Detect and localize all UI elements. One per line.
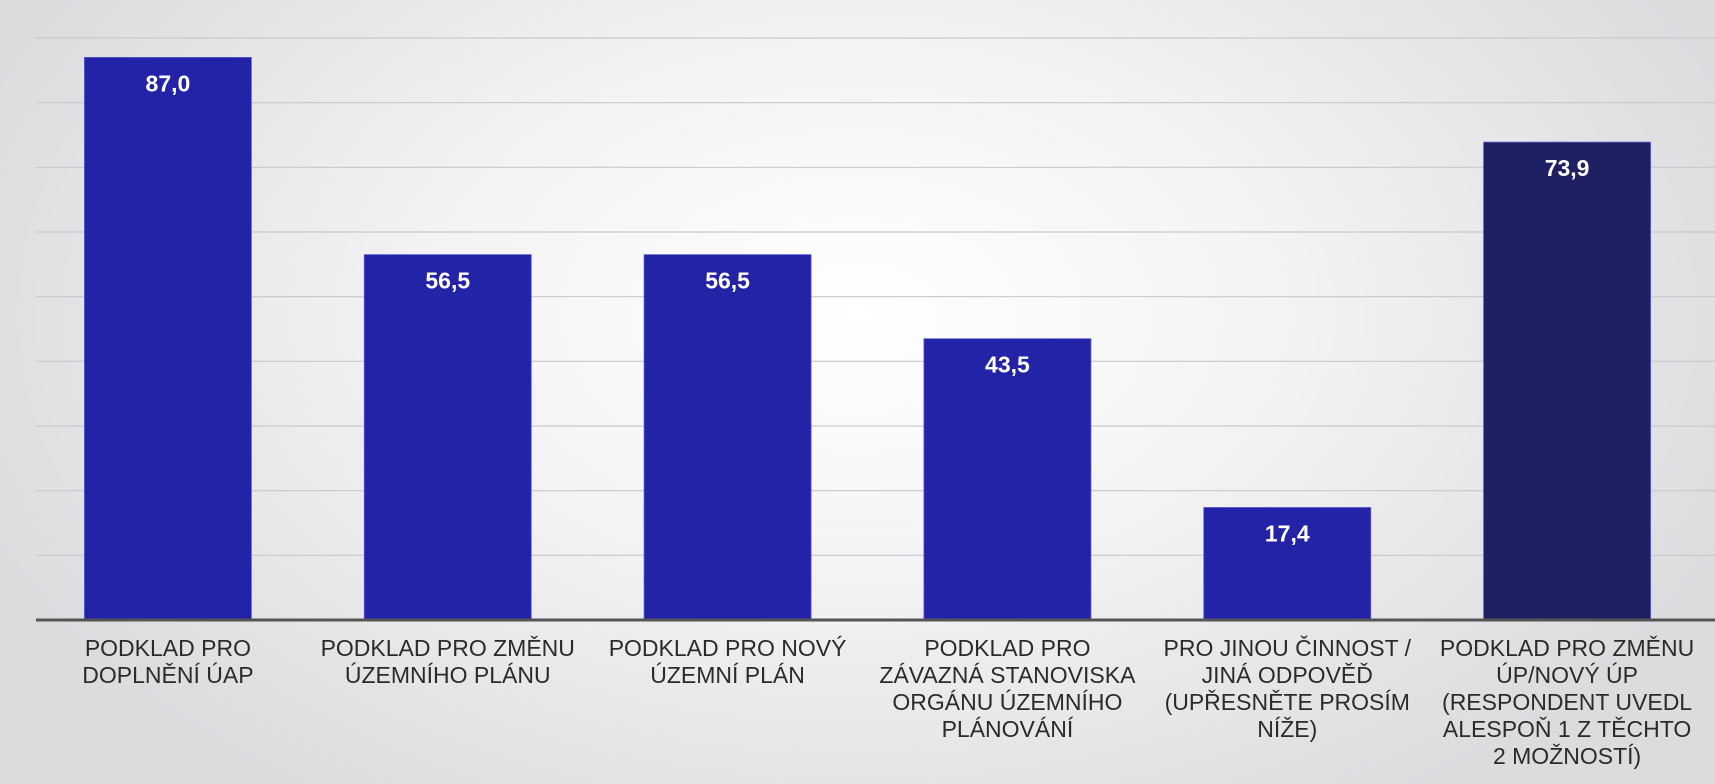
category-label-line: NÍŽE) bbox=[1257, 716, 1317, 742]
category-label-line: ÚZEMNÍ PLÁN bbox=[650, 662, 805, 688]
bars: 87,0 56,5 56,5 43,5 17,4 73,9 bbox=[84, 57, 1651, 621]
category-label: PODKLAD PRO ZÁVAZNÁ STANOVISKA ORGÁNU ÚZEM… bbox=[879, 635, 1136, 742]
category-label-line: JINÁ ODPOVĚĎ bbox=[1202, 662, 1373, 688]
category-label-line: PODKLAD PRO ZMĚNU bbox=[1440, 635, 1694, 661]
category-label: PODKLAD PRO ZMĚNU ÚP/NOVÝ ÚP (RESPONDENT U… bbox=[1440, 635, 1694, 769]
category-label-line: (UPŘESNĚTE PROSÍM bbox=[1165, 689, 1410, 715]
bar bbox=[643, 254, 812, 621]
category-label-line: PODKLAD PRO bbox=[85, 635, 251, 661]
data-label: 56,5 bbox=[705, 268, 750, 294]
category-label-line: DOPLNĚNÍ ÚAP bbox=[82, 662, 253, 688]
category-label: PODKLAD PRO NOVÝ ÚZEMNÍ PLÁN bbox=[609, 635, 847, 688]
gridlines bbox=[36, 37, 1715, 556]
bar bbox=[363, 254, 532, 621]
data-label: 56,5 bbox=[425, 268, 470, 294]
category-label-line: ÚZEMNÍHO PLÁNU bbox=[345, 662, 551, 688]
bar bbox=[1203, 507, 1372, 621]
bar bbox=[1483, 141, 1651, 621]
bar bbox=[923, 338, 1092, 621]
category-label: PRO JINOU ČINNOST / JINÁ ODPOVĚĎ (UPŘESNĚT… bbox=[1164, 634, 1412, 742]
category-label-line: PRO JINOU ČINNOST / bbox=[1164, 634, 1412, 661]
data-label: 87,0 bbox=[146, 70, 191, 96]
category-label-line: PODKLAD PRO NOVÝ bbox=[609, 635, 847, 661]
data-label: 73,9 bbox=[1545, 155, 1590, 181]
category-label-line: PODKLAD PRO bbox=[924, 635, 1090, 661]
category-label-line: ORGÁNU ÚZEMNÍHO bbox=[892, 689, 1122, 715]
category-label: PODKLAD PRO ZMĚNU ÚZEMNÍHO PLÁNU bbox=[321, 635, 575, 688]
category-label-line: ZÁVAZNÁ STANOVISKA bbox=[879, 662, 1136, 688]
category-label-line: 2 MOŽNOSTÍ) bbox=[1493, 743, 1641, 769]
bar bbox=[84, 57, 252, 621]
category-label-line: PODKLAD PRO ZMĚNU bbox=[321, 635, 575, 661]
category-label-line: ALESPOŇ 1 Z TĚCHTO bbox=[1443, 716, 1691, 742]
category-label-line: ÚP/NOVÝ ÚP bbox=[1496, 662, 1638, 688]
category-label-line: (RESPONDENT UVEDL bbox=[1442, 689, 1692, 715]
category-label: PODKLAD PRO DOPLNĚNÍ ÚAP bbox=[82, 635, 253, 688]
category-label-line: PLÁNOVÁNÍ bbox=[942, 716, 1074, 742]
data-label: 17,4 bbox=[1265, 520, 1310, 546]
data-label: 43,5 bbox=[985, 352, 1030, 378]
